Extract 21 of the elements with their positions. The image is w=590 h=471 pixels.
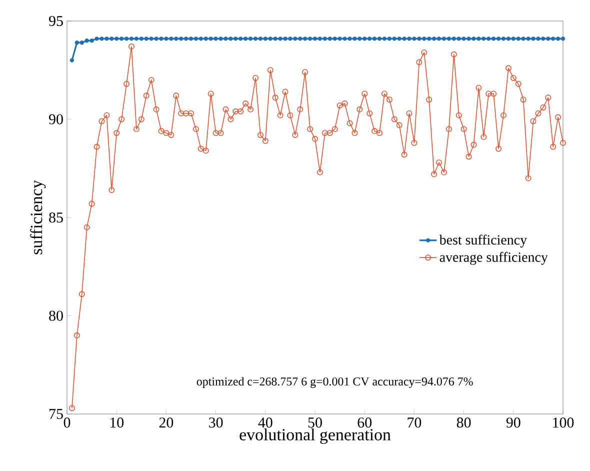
annotation: optimized c=268.757 6 g=0.001 CV accuracy=94.076 7%: [196, 377, 473, 388]
y-tick-label: 85: [49, 212, 63, 223]
x-tick-label: 10: [110, 418, 124, 428]
y-tick-label: 75: [50, 409, 63, 419]
y-axis-title: sufficiency: [30, 180, 46, 254]
x-tick-label: 80: [456, 418, 471, 428]
x-axis-title: evolutional generation: [240, 428, 391, 444]
y-tick-label: 90: [49, 114, 63, 124]
x-tick-label: 90: [506, 418, 520, 428]
x-tick-label: 100: [553, 418, 574, 428]
x-tick-label: 50: [308, 418, 322, 428]
x-tick-label: 20: [159, 418, 174, 428]
legend-label: average sufficiency: [440, 252, 548, 265]
y-tick-label: 80: [49, 310, 63, 321]
x-tick-label: 40: [258, 418, 272, 428]
legend-label: best sufficiency: [439, 234, 527, 248]
y-tick-label: 95: [49, 16, 63, 26]
x-tick-label: 30: [209, 418, 223, 428]
x-tick-label: 0: [64, 418, 70, 428]
x-tick-label: 70: [408, 418, 422, 428]
x-tick-label: 60: [358, 418, 372, 428]
